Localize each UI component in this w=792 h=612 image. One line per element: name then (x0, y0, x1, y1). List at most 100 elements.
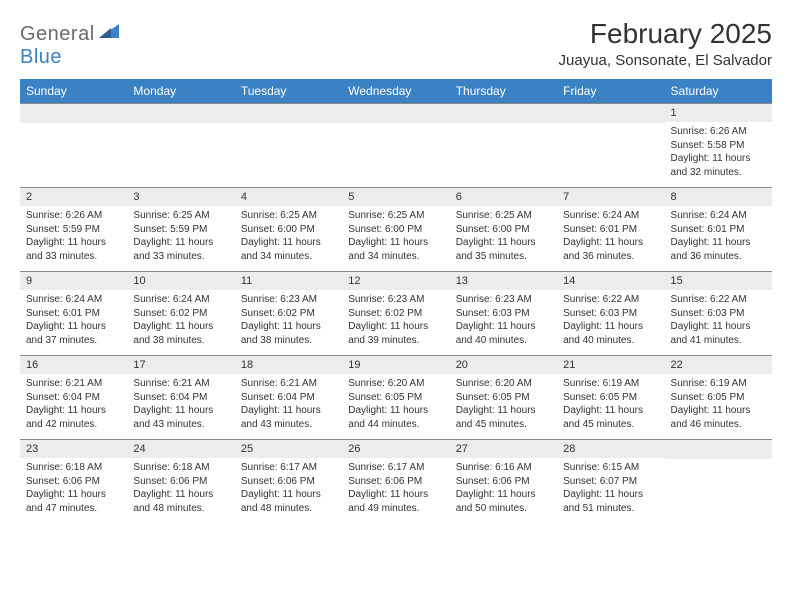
sunrise-text: Sunrise: 6:15 AM (563, 461, 658, 475)
week-row: 2Sunrise: 6:26 AMSunset: 5:59 PMDaylight… (20, 188, 772, 272)
sunset-text: Sunset: 6:05 PM (563, 391, 658, 405)
day-cell: 9 Sunrise: 6:24 AMSunset: 6:01 PMDaylight… (20, 272, 127, 356)
calendar-table: Sunday Monday Tuesday Wednesday Thursday… (20, 79, 772, 523)
sunrise-text: Sunrise: 6:23 AM (241, 293, 336, 307)
sunset-text: Sunset: 5:59 PM (133, 223, 228, 237)
daylight-text: Daylight: 11 hours and 45 minutes. (563, 404, 658, 431)
day-number: 21 (557, 356, 664, 374)
sunrise-text: Sunrise: 6:22 AM (563, 293, 658, 307)
sunset-text: Sunset: 6:00 PM (241, 223, 336, 237)
page-title: February 2025 (559, 18, 772, 50)
logo-text: General Blue (20, 22, 121, 69)
day-number: 5 (342, 188, 449, 206)
daylight-text: Daylight: 11 hours and 36 minutes. (671, 236, 766, 263)
sunrise-text: Sunrise: 6:16 AM (456, 461, 551, 475)
sunrise-text: Sunrise: 6:23 AM (348, 293, 443, 307)
day-cell: 17Sunrise: 6:21 AMSunset: 6:04 PMDayligh… (127, 356, 234, 440)
day-content: Sunrise: 6:22 AMSunset: 6:03 PMDaylight:… (557, 290, 664, 355)
daylight-text: Daylight: 11 hours and 47 minutes. (26, 488, 121, 515)
sunset-text: Sunset: 6:04 PM (133, 391, 228, 405)
sunrise-text: Sunrise: 6:25 AM (241, 209, 336, 223)
sunrise-text: Sunrise: 6:19 AM (563, 377, 658, 391)
sunset-text: Sunset: 6:07 PM (563, 475, 658, 489)
sunset-text: Sunset: 6:06 PM (241, 475, 336, 489)
logo: General Blue (20, 22, 121, 69)
sunrise-text: Sunrise: 6:22 AM (671, 293, 766, 307)
day-header: Saturday (665, 79, 772, 104)
sunrise-text: Sunrise: 6:26 AM (671, 125, 766, 139)
day-cell: 16Sunrise: 6:21 AMSunset: 6:04 PMDayligh… (20, 356, 127, 440)
sunset-text: Sunset: 6:04 PM (26, 391, 121, 405)
day-content: Sunrise: 6:15 AMSunset: 6:07 PMDaylight:… (557, 458, 664, 523)
day-number: 27 (450, 440, 557, 458)
day-header: Sunday (20, 79, 127, 104)
location-subtitle: Juayua, Sonsonate, El Salvador (559, 52, 772, 69)
day-header-row: Sunday Monday Tuesday Wednesday Thursday… (20, 79, 772, 104)
sunrise-text: Sunrise: 6:23 AM (456, 293, 551, 307)
daylight-text: Daylight: 11 hours and 42 minutes. (26, 404, 121, 431)
empty-day (20, 104, 127, 123)
day-number: 23 (20, 440, 127, 458)
day-number: 3 (127, 188, 234, 206)
empty-day-content (450, 123, 557, 179)
sunset-text: Sunset: 6:05 PM (348, 391, 443, 405)
daylight-text: Daylight: 11 hours and 38 minutes. (241, 320, 336, 347)
day-number: 9 (20, 272, 127, 290)
day-number: 2 (20, 188, 127, 206)
daylight-text: Daylight: 11 hours and 33 minutes. (133, 236, 228, 263)
sunset-text: Sunset: 6:03 PM (456, 307, 551, 321)
empty-day-content (342, 123, 449, 179)
day-content: Sunrise: 6:24 AMSunset: 6:01 PMDaylight:… (665, 206, 772, 271)
day-number: 18 (235, 356, 342, 374)
day-header: Monday (127, 79, 234, 104)
sunset-text: Sunset: 6:05 PM (671, 391, 766, 405)
sunrise-text: Sunrise: 6:24 AM (26, 293, 121, 307)
empty-day (342, 104, 449, 123)
day-content: Sunrise: 6:18 AMSunset: 6:06 PMDaylight:… (127, 458, 234, 523)
day-content: Sunrise: 6:21 AMSunset: 6:04 PMDaylight:… (20, 374, 127, 439)
day-number: 28 (557, 440, 664, 458)
daylight-text: Daylight: 11 hours and 33 minutes. (26, 236, 121, 263)
sunset-text: Sunset: 6:06 PM (348, 475, 443, 489)
day-content: Sunrise: 6:23 AMSunset: 6:02 PMDaylight:… (342, 290, 449, 355)
day-cell: 25Sunrise: 6:17 AMSunset: 6:06 PMDayligh… (235, 440, 342, 524)
daylight-text: Daylight: 11 hours and 35 minutes. (456, 236, 551, 263)
daylight-text: Daylight: 11 hours and 43 minutes. (241, 404, 336, 431)
daylight-text: Daylight: 11 hours and 39 minutes. (348, 320, 443, 347)
daylight-text: Daylight: 11 hours and 49 minutes. (348, 488, 443, 515)
day-content: Sunrise: 6:25 AMSunset: 6:00 PMDaylight:… (342, 206, 449, 271)
daylight-text: Daylight: 11 hours and 36 minutes. (563, 236, 658, 263)
sunset-text: Sunset: 6:02 PM (348, 307, 443, 321)
day-cell: 20Sunrise: 6:20 AMSunset: 6:05 PMDayligh… (450, 356, 557, 440)
empty-day-content (665, 459, 772, 515)
day-number: 15 (665, 272, 772, 290)
day-cell: 26Sunrise: 6:17 AMSunset: 6:06 PMDayligh… (342, 440, 449, 524)
title-block: February 2025 Juayua, Sonsonate, El Salv… (559, 18, 772, 69)
day-content: Sunrise: 6:20 AMSunset: 6:05 PMDaylight:… (342, 374, 449, 439)
daylight-text: Daylight: 11 hours and 40 minutes. (456, 320, 551, 347)
empty-day-content (557, 123, 664, 179)
day-content: Sunrise: 6:19 AMSunset: 6:05 PMDaylight:… (665, 374, 772, 439)
day-content: Sunrise: 6:21 AMSunset: 6:04 PMDaylight:… (235, 374, 342, 439)
day-header: Friday (557, 79, 664, 104)
sunset-text: Sunset: 6:01 PM (26, 307, 121, 321)
sunrise-text: Sunrise: 6:25 AM (348, 209, 443, 223)
sunrise-text: Sunrise: 6:24 AM (133, 293, 228, 307)
day-content: Sunrise: 6:25 AMSunset: 6:00 PMDaylight:… (450, 206, 557, 271)
day-number: 10 (127, 272, 234, 290)
page-header: General Blue February 2025 Juayua, Sonso… (20, 18, 772, 69)
sunrise-text: Sunrise: 6:20 AM (456, 377, 551, 391)
day-content: Sunrise: 6:19 AMSunset: 6:05 PMDaylight:… (557, 374, 664, 439)
day-content: Sunrise: 6:20 AMSunset: 6:05 PMDaylight:… (450, 374, 557, 439)
empty-day-content (127, 123, 234, 179)
week-row: 23Sunrise: 6:18 AMSunset: 6:06 PMDayligh… (20, 440, 772, 524)
day-cell: 21Sunrise: 6:19 AMSunset: 6:05 PMDayligh… (557, 356, 664, 440)
daylight-text: Daylight: 11 hours and 32 minutes. (671, 152, 766, 179)
day-cell: 13Sunrise: 6:23 AMSunset: 6:03 PMDayligh… (450, 272, 557, 356)
day-content: Sunrise: 6:25 AMSunset: 5:59 PMDaylight:… (127, 206, 234, 271)
daylight-text: Daylight: 11 hours and 37 minutes. (26, 320, 121, 347)
daylight-text: Daylight: 11 hours and 51 minutes. (563, 488, 658, 515)
week-row: 9Sunrise: 6:24 AMSunset: 6:01 PMDaylight… (20, 272, 772, 356)
daylight-text: Daylight: 11 hours and 44 minutes. (348, 404, 443, 431)
day-cell: 8Sunrise: 6:24 AMSunset: 6:01 PMDaylight… (665, 188, 772, 272)
